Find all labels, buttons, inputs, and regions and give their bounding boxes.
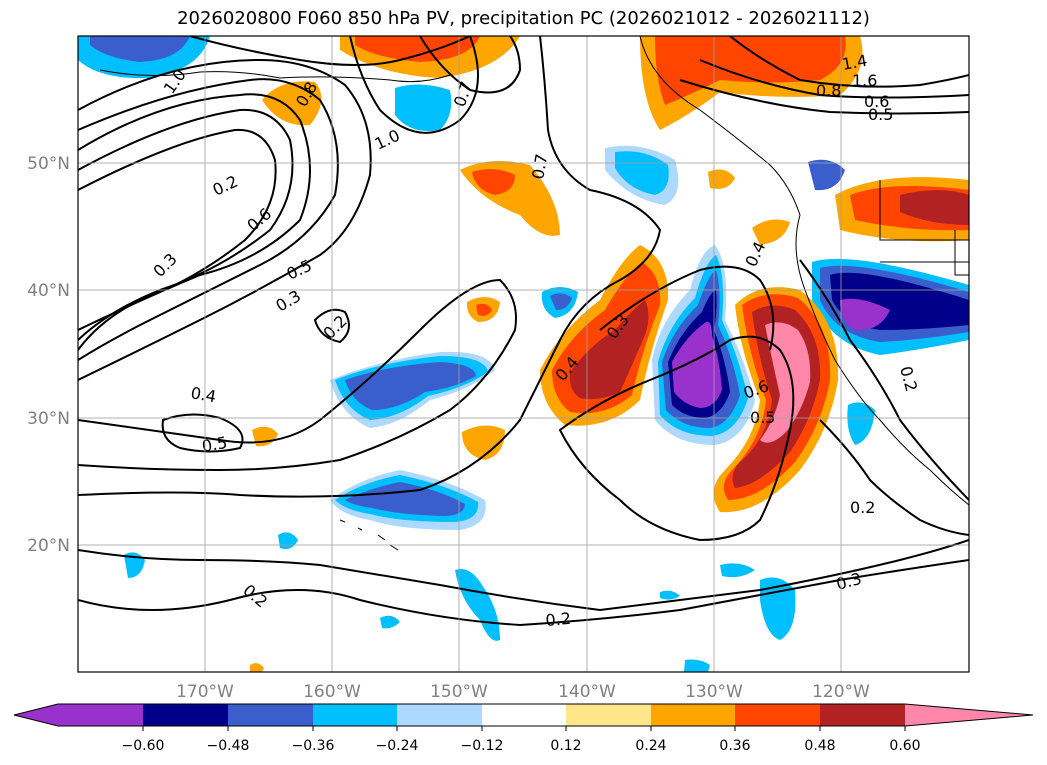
colorbar-segment — [58, 704, 143, 726]
lon-label: 140°W — [558, 682, 616, 702]
colorbar-segment — [820, 704, 905, 726]
colorbar-right-extension — [905, 704, 1033, 726]
lat-label: 30°N — [27, 409, 70, 429]
colorbar-tick-label: −0.12 — [461, 738, 504, 754]
contour-label: 0.8 — [816, 81, 841, 100]
lat-label: 50°N — [27, 154, 70, 174]
colorbar-tick-label: 0.36 — [719, 738, 750, 754]
colorbar-outline — [13, 703, 1034, 727]
contour-label: 0.4 — [189, 383, 217, 406]
lat-label: 40°N — [27, 281, 70, 301]
lon-label: 130°W — [685, 682, 743, 702]
colorbar-tick-label: −0.36 — [292, 738, 335, 754]
colorbar-segment — [228, 704, 313, 726]
colorbar-tick-label: 0.60 — [889, 738, 920, 754]
shaded-precipitation-layer — [78, 36, 969, 672]
contour-label: 0.5 — [868, 105, 893, 124]
contour-label: 1.4 — [840, 51, 868, 74]
colorbar-tick-label: −0.48 — [207, 738, 250, 754]
lon-label: 150°W — [430, 682, 488, 702]
colorbar-tick-label: 0.48 — [804, 738, 835, 754]
contour-label: 0.7 — [528, 152, 551, 180]
longitude-labels: 170°W 160°W 150°W 140°W 130°W 120°W — [176, 682, 870, 702]
contour-label: 1.6 — [852, 71, 877, 90]
contour-label: 0.6 — [864, 92, 889, 111]
colorbar-tick-label: −0.60 — [122, 738, 165, 754]
colorbar-segment — [313, 704, 397, 726]
latitude-labels: 50°N 40°N 30°N 20°N — [27, 154, 70, 556]
lat-label: 20°N — [27, 536, 70, 556]
colorbar-segment — [143, 704, 228, 726]
colorbar-segment — [397, 704, 482, 726]
colorbar-tick-label: −0.24 — [376, 738, 419, 754]
contour-label: 0.2 — [850, 498, 875, 517]
colorbar-segment — [651, 704, 735, 726]
colorbar-tick-label: 0.12 — [550, 738, 581, 754]
colorbar-segment — [566, 704, 651, 726]
colorbar-tick-label: 0.24 — [635, 738, 666, 754]
map-title: 2026020800 F060 850 hPa PV, precipitatio… — [177, 8, 870, 29]
contour-label: 0.5 — [200, 433, 228, 456]
colorbar-segment — [482, 704, 566, 726]
lon-label: 160°W — [303, 682, 361, 702]
lon-label: 120°W — [812, 682, 870, 702]
colorbar: −0.60 −0.48 −0.36 −0.24 −0.12 0.12 0.24 … — [13, 703, 1034, 754]
pv-contour-layer — [78, 36, 969, 627]
lon-label: 170°W — [176, 682, 234, 702]
map-frame — [77, 35, 970, 673]
contour-label: 0.2 — [545, 609, 572, 630]
gridlines — [78, 36, 969, 672]
colorbar-segment — [735, 704, 820, 726]
colorbar-left-extension — [14, 704, 58, 726]
